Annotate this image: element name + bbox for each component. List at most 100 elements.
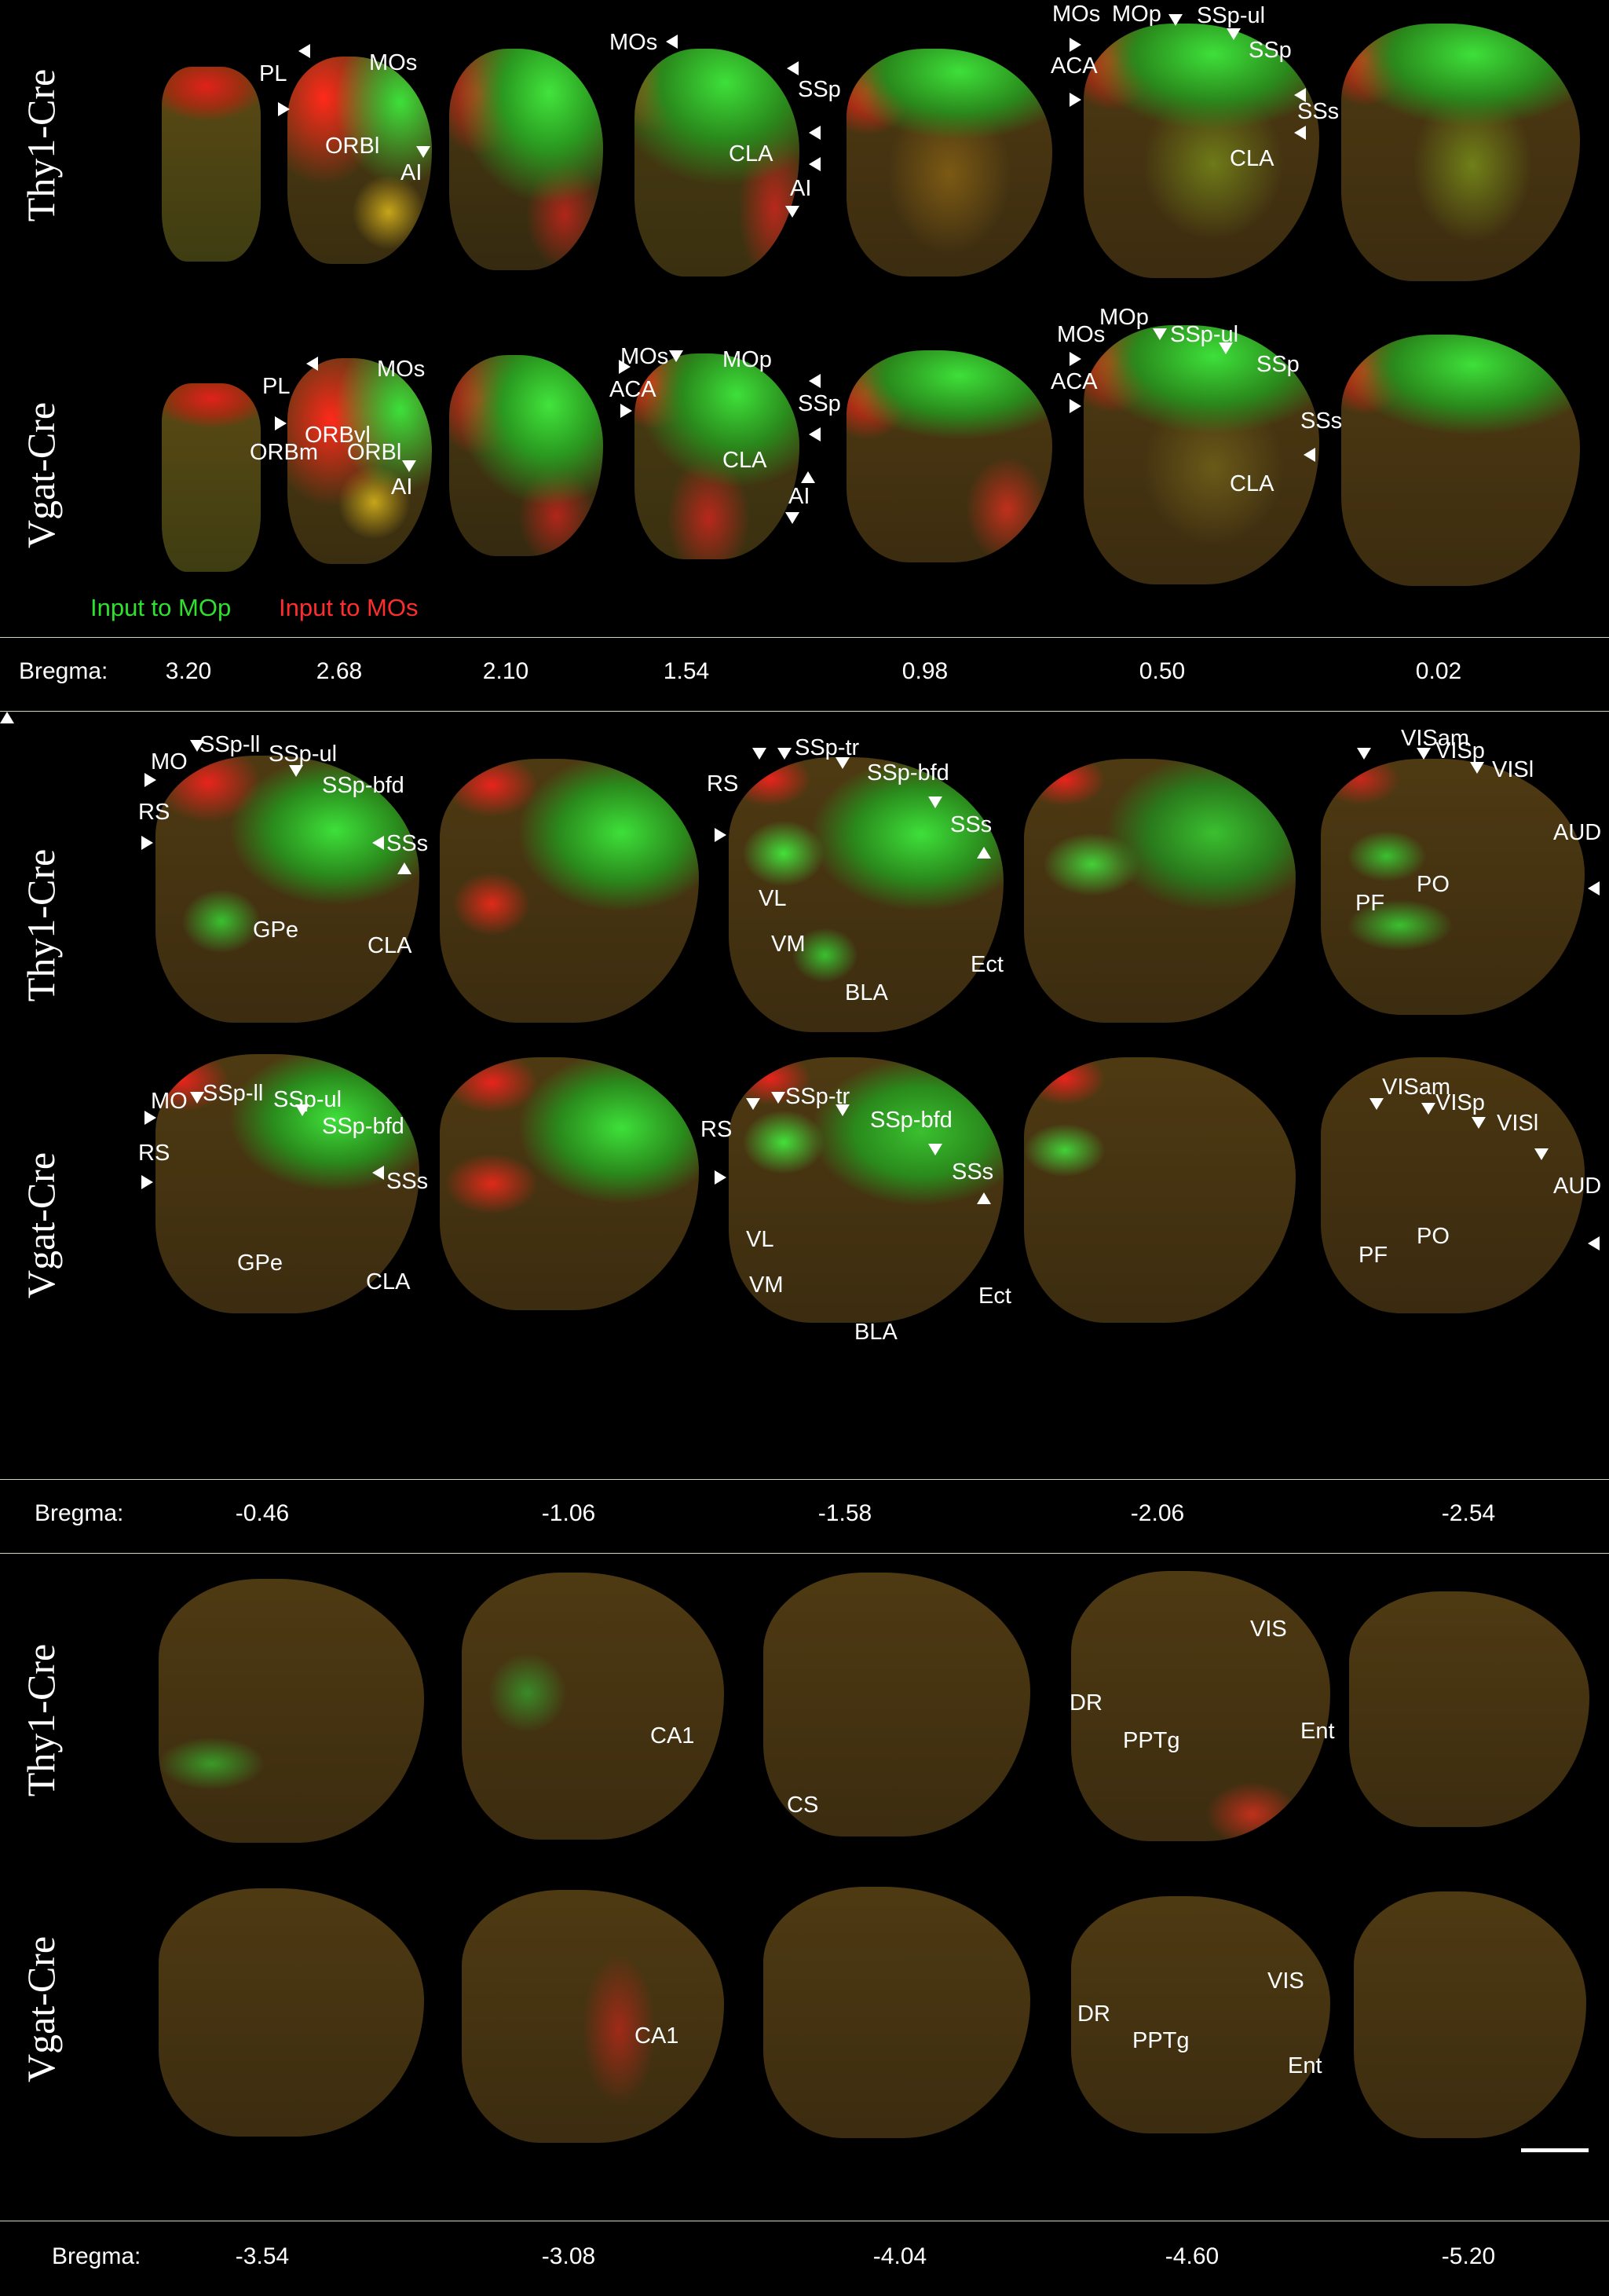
label-vis: VIS (1267, 1968, 1304, 1994)
slice-thy1-1 (162, 67, 261, 262)
slice-vgat-12 (1321, 1057, 1585, 1313)
arrowhead-icon (275, 416, 287, 430)
label-cla: CLA (368, 933, 412, 958)
arrowhead-icon (1168, 14, 1183, 26)
slice-vgat-13 (159, 1888, 424, 2137)
label-pf: PF (1355, 891, 1385, 916)
label-sss: SSs (1300, 408, 1343, 434)
arrowhead-icon (928, 1144, 942, 1155)
label-vm: VM (749, 1273, 784, 1298)
label-po: PO (1417, 1224, 1450, 1249)
arrowhead-icon (1294, 126, 1306, 140)
arrowhead-icon (669, 350, 683, 362)
arrowhead-icon (0, 712, 14, 723)
bregma-value: -1.58 (817, 1500, 872, 1526)
arrowhead-icon (1294, 88, 1306, 102)
bregma-value: 2.10 (482, 658, 529, 684)
arrowhead-icon (1070, 38, 1081, 52)
label-rs: RS (138, 1141, 170, 1166)
slice-vgat-1 (162, 383, 261, 572)
arrowhead-icon (809, 374, 821, 388)
bregma-value: -2.06 (1130, 1500, 1185, 1526)
arrowhead-icon (619, 360, 631, 374)
arrowhead-icon (977, 1192, 991, 1204)
bregma-title: Bregma: (19, 658, 108, 684)
label-ent: Ent (1288, 2053, 1322, 2078)
slice-thy1-15 (763, 1573, 1030, 1836)
slice-vgat-14 (462, 1890, 724, 2143)
bregma-value: -4.60 (1165, 2243, 1220, 2269)
arrowhead-icon (306, 357, 318, 371)
label-mos: MOs (1052, 2, 1101, 27)
label-ect: Ect (971, 952, 1004, 977)
arrowhead-icon (1227, 28, 1241, 40)
slice-thy1-10 (729, 757, 1004, 1032)
label-ent: Ent (1300, 1719, 1335, 1744)
arrowhead-icon (397, 862, 411, 874)
label-cla: CLA (1230, 146, 1274, 171)
label-cs: CS (787, 1792, 819, 1818)
label-mop: MOp (1099, 305, 1149, 330)
bregma-value: -2.54 (1441, 1500, 1496, 1526)
bregma-value: -3.08 (541, 2243, 596, 2269)
slice-vgat-9 (440, 1057, 699, 1310)
label-ssp: SSp (798, 391, 841, 416)
slice-vgat-5 (847, 350, 1052, 562)
legend-mos: Input to MOs (279, 594, 419, 621)
label-mop: MOp (1112, 2, 1161, 27)
label-ssp: SSp (798, 77, 841, 102)
label-sss: SSs (952, 1159, 994, 1185)
slice-thy1-12 (1321, 759, 1585, 1015)
label-gpe: GPe (253, 917, 299, 943)
arrowhead-icon (141, 1175, 153, 1189)
bregma-row-3: Bregma: -3.54 -3.08 -4.04 -4.60 -5.20 (0, 2221, 1609, 2296)
arrowhead-icon (1421, 1103, 1435, 1115)
label-mos: MOs (369, 50, 418, 75)
label-ai: AI (788, 484, 810, 509)
label-aca: ACA (1051, 53, 1098, 79)
arrowhead-icon (809, 126, 821, 140)
slice-vgat-15 (763, 1887, 1030, 2138)
slice-vgat-17 (1354, 1891, 1586, 2138)
scale-bar (1521, 2148, 1589, 2152)
slice-thy1-16 (1071, 1571, 1330, 1841)
label-vl: VL (759, 886, 787, 911)
slice-vgat-11 (1024, 1057, 1296, 1323)
label-vis: VIS (1250, 1617, 1287, 1642)
bregma-row-2: Bregma: -0.46 -1.06 -1.58 -2.06 -2.54 (0, 1480, 1609, 1554)
label-visam: VISam (1382, 1075, 1451, 1100)
label-ssp-tr: SSp-tr (785, 1084, 850, 1109)
label-ssp-ul: SSp-ul (1170, 322, 1239, 347)
row-label-thy1: Thy1-Cre (19, 68, 63, 222)
bregma-value: -0.46 (235, 1500, 290, 1526)
arrowhead-icon (746, 1098, 760, 1110)
label-sss: SSs (1297, 99, 1340, 124)
bregma-value: 0.50 (1139, 658, 1186, 684)
bregma-value: -1.06 (541, 1500, 596, 1526)
label-ssp-ul: SSp-ul (269, 742, 338, 767)
label-ai: AI (391, 474, 413, 500)
label-dr: DR (1070, 1690, 1103, 1716)
arrowhead-icon (1417, 748, 1431, 760)
arrowhead-icon (372, 1166, 384, 1180)
label-aca: ACA (1051, 369, 1098, 394)
panel-middle: Thy1-Cre Vgat-Cre MO SSp-ll SSp-ul SSp-b… (0, 712, 1609, 1480)
bregma-value: -5.20 (1441, 2243, 1496, 2269)
label-pptg: PPTg (1123, 1728, 1180, 1753)
arrowhead-icon (785, 512, 799, 524)
slice-vgat-7 (1341, 335, 1580, 586)
slice-thy1-17 (1349, 1591, 1589, 1827)
bregma-row-1: Bregma: 3.20 2.68 2.10 1.54 0.98 0.50 0.… (0, 638, 1609, 712)
slice-thy1-13 (159, 1579, 424, 1843)
row-label-vgat: Vgat-Cre (19, 401, 63, 549)
label-gpe: GPe (237, 1251, 283, 1276)
arrowhead-icon (190, 740, 204, 752)
arrowhead-icon (1534, 1148, 1549, 1160)
label-rs: RS (138, 800, 170, 825)
arrowhead-icon (1070, 352, 1081, 366)
bregma-value: 0.02 (1415, 658, 1462, 684)
label-ai: AI (790, 176, 812, 201)
label-ssp-ll: SSp-ll (199, 732, 261, 757)
arrowhead-icon (801, 471, 815, 483)
arrowhead-icon (1070, 93, 1081, 107)
